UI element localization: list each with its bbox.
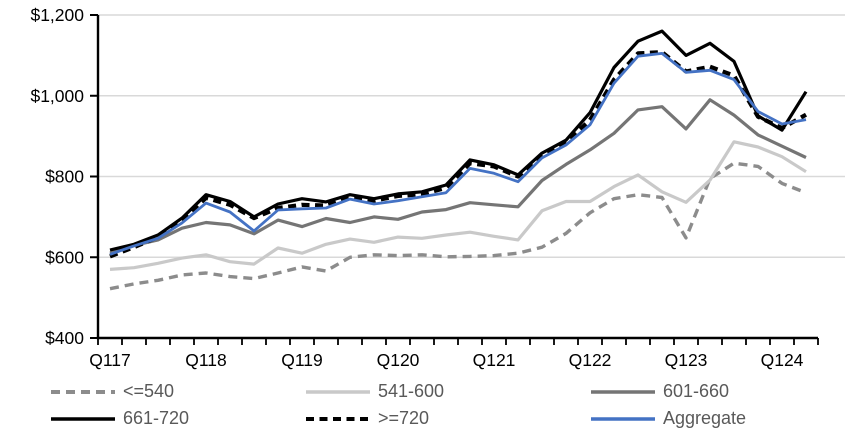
legend-item-601-660: 601-660 bbox=[590, 381, 852, 402]
chart-legend: <=540 541-600 601-660 661-720 >=720 Aggregat… bbox=[0, 378, 852, 441]
legend-line-sample bbox=[306, 416, 370, 421]
axis-labels: $400 $600 $800 $1,000 $1,200 Q117 Q118 Q119 Q120… bbox=[30, 5, 803, 370]
legend-label: 661-720 bbox=[123, 408, 190, 428]
series-line-720 bbox=[109, 49, 808, 259]
legend-line-sample bbox=[591, 416, 655, 421]
legend-row-2: 661-720 >=720 Aggregate bbox=[0, 405, 852, 432]
x-tick-label: Q122 bbox=[569, 350, 612, 370]
series-line-540 bbox=[109, 161, 807, 291]
y-tick-label: $800 bbox=[45, 167, 84, 187]
legend-line-sample bbox=[591, 389, 655, 394]
axes bbox=[90, 14, 819, 345]
series-line-601-660 bbox=[109, 98, 807, 255]
legend-label: Aggregate bbox=[663, 408, 747, 428]
x-tick-label: Q121 bbox=[473, 350, 516, 370]
legend-label: >=720 bbox=[378, 408, 430, 428]
legend-line-sample bbox=[306, 389, 370, 394]
y-tick-label: $400 bbox=[45, 328, 84, 348]
x-tick-label: Q120 bbox=[377, 350, 420, 370]
x-tick-label: Q124 bbox=[761, 350, 804, 370]
legend-label: 541-600 bbox=[378, 381, 445, 401]
y-tick-label: $600 bbox=[45, 247, 84, 267]
line-chart-canvas: $400 $600 $800 $1,000 $1,200 Q117 Q118 Q119 Q120… bbox=[30, 5, 845, 370]
legend-label: 601-660 bbox=[663, 381, 730, 401]
legend-label: <=540 bbox=[123, 381, 175, 401]
legend-item-541-600: 541-600 bbox=[305, 381, 590, 402]
legend-item-661-720: 661-720 bbox=[50, 408, 305, 429]
x-tick-label: Q117 bbox=[89, 350, 131, 370]
series-line-aggregate bbox=[109, 52, 807, 256]
legend-item-720: >=720 bbox=[305, 408, 590, 429]
series-lines bbox=[109, 29, 808, 291]
y-tick-label: $1,000 bbox=[30, 86, 84, 106]
legend-line-sample bbox=[51, 416, 115, 421]
legend-row-1: <=540 541-600 601-660 bbox=[0, 378, 852, 405]
legend-item-540: <=540 bbox=[50, 381, 305, 402]
y-tick-label: $1,200 bbox=[30, 5, 84, 25]
legend-line-sample bbox=[51, 389, 115, 394]
series-line-661-720 bbox=[109, 29, 808, 252]
line-chart: $400 $600 $800 $1,000 $1,200 Q117 Q118 Q119 Q120… bbox=[30, 5, 845, 370]
series-line-541-600 bbox=[109, 140, 807, 271]
gridlines bbox=[98, 14, 845, 258]
legend-item-aggregate: Aggregate bbox=[590, 408, 852, 429]
x-tick-label: Q123 bbox=[665, 350, 708, 370]
x-tick-label: Q119 bbox=[281, 350, 323, 370]
x-tick-label: Q118 bbox=[185, 350, 227, 370]
